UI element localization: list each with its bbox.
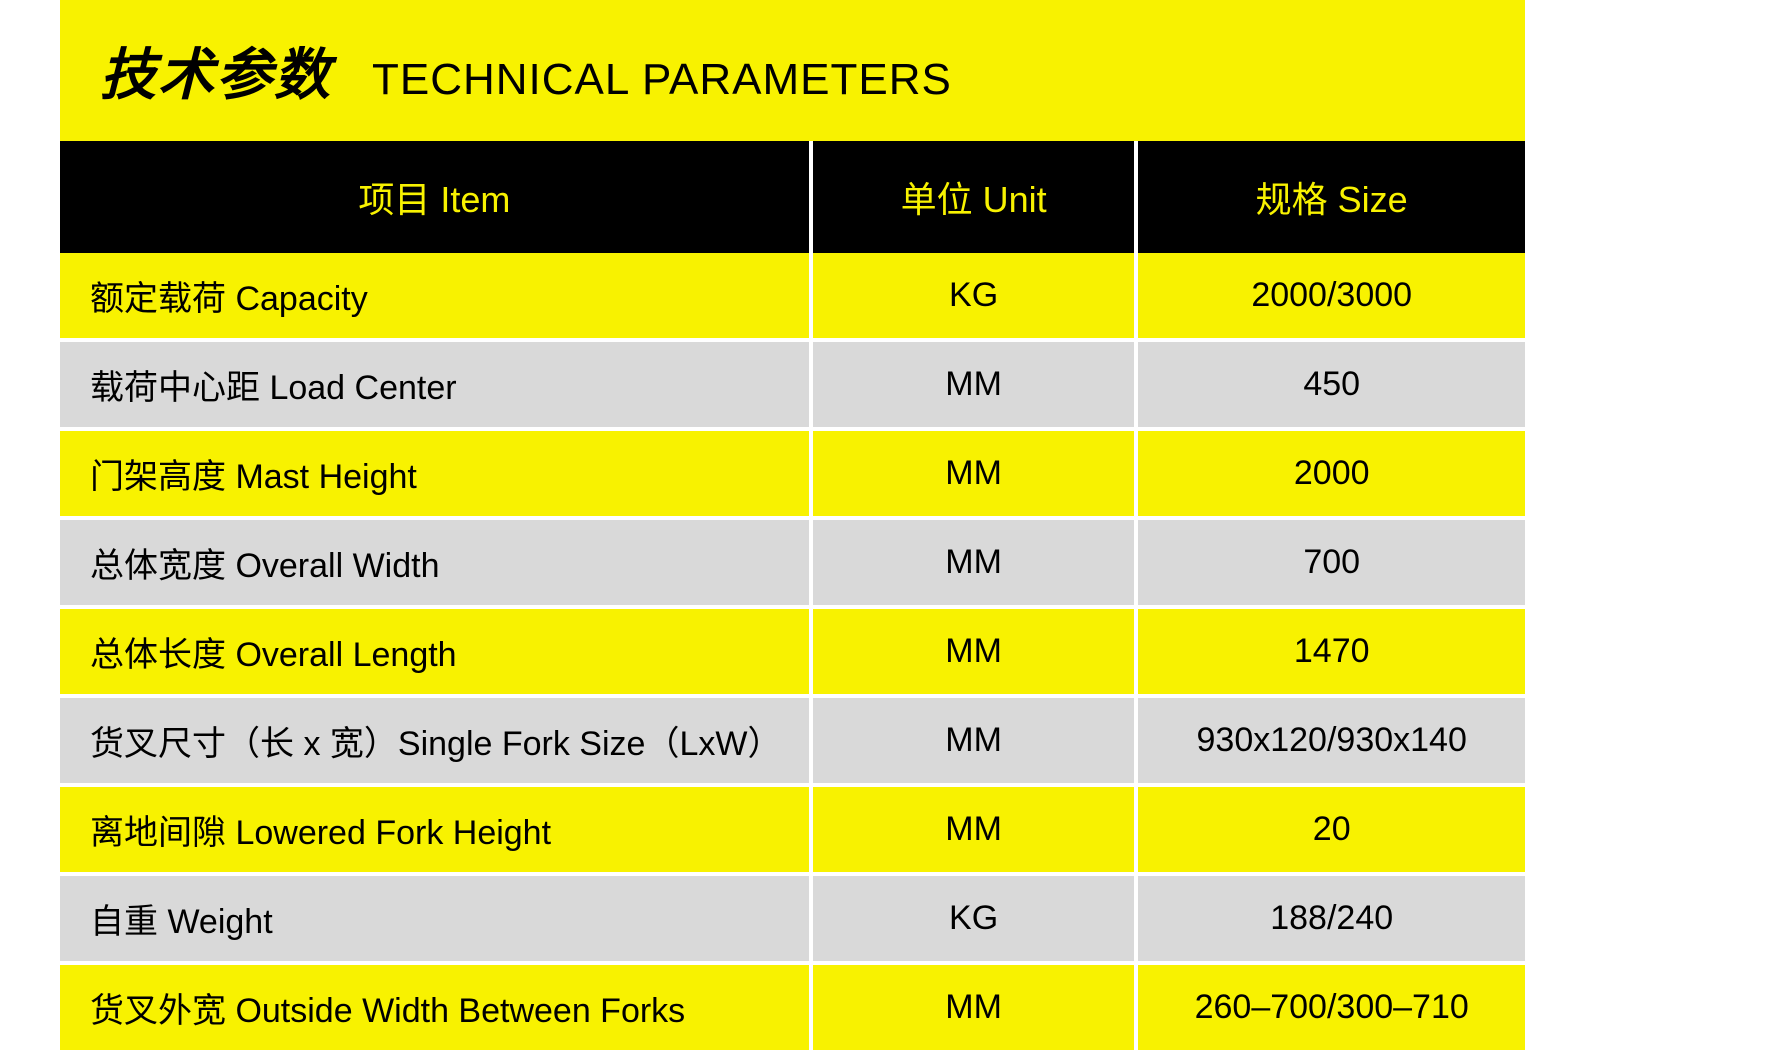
- page-container: 技术参数 TECHNICAL PARAMETERS 项目 Item 单位 Uni…: [0, 0, 1765, 1054]
- table-row: 离地间隙 Lowered Fork Height MM 20: [60, 787, 1525, 876]
- col-header-item: 项目 Item: [60, 141, 813, 253]
- cell-unit: MM: [813, 965, 1139, 1054]
- table-row: 自重 Weight KG 188/240: [60, 876, 1525, 965]
- cell-size: 930x120/930x140: [1138, 698, 1525, 787]
- table-header-row: 项目 Item 单位 Unit 规格 Size: [60, 141, 1525, 253]
- table-row: 总体宽度 Overall Width MM 700: [60, 520, 1525, 609]
- cell-unit: MM: [813, 520, 1139, 609]
- parameters-table: 项目 Item 单位 Unit 规格 Size 额定载荷 Capacity KG…: [60, 141, 1525, 1054]
- table-row: 门架高度 Mast Height MM 2000: [60, 431, 1525, 520]
- cell-item: 离地间隙 Lowered Fork Height: [60, 787, 813, 876]
- cell-unit: MM: [813, 342, 1139, 431]
- table-row: 载荷中心距 Load Center MM 450: [60, 342, 1525, 431]
- table-row: 货叉尺寸（长 x 宽）Single Fork Size（LxW） MM 930x…: [60, 698, 1525, 787]
- col-header-size: 规格 Size: [1138, 141, 1525, 253]
- table-row: 总体长度 Overall Length MM 1470: [60, 609, 1525, 698]
- cell-item: 自重 Weight: [60, 876, 813, 965]
- cell-unit: KG: [813, 876, 1139, 965]
- title-header: 技术参数 TECHNICAL PARAMETERS: [60, 0, 1525, 141]
- cell-unit: MM: [813, 787, 1139, 876]
- cell-size: 450: [1138, 342, 1525, 431]
- title-en: TECHNICAL PARAMETERS: [372, 55, 952, 105]
- cell-item: 货叉外宽 Outside Width Between Forks: [60, 965, 813, 1054]
- cell-unit: MM: [813, 698, 1139, 787]
- cell-item: 总体长度 Overall Length: [60, 609, 813, 698]
- cell-item: 载荷中心距 Load Center: [60, 342, 813, 431]
- cell-size: 260–700/300–710: [1138, 965, 1525, 1054]
- cell-unit: MM: [813, 609, 1139, 698]
- cell-item: 额定载荷 Capacity: [60, 253, 813, 342]
- cell-item: 货叉尺寸（长 x 宽）Single Fork Size（LxW）: [60, 698, 813, 787]
- cell-size: 188/240: [1138, 876, 1525, 965]
- cell-unit: KG: [813, 253, 1139, 342]
- table-row: 额定载荷 Capacity KG 2000/3000: [60, 253, 1525, 342]
- cell-item: 门架高度 Mast Height: [60, 431, 813, 520]
- cell-item: 总体宽度 Overall Width: [60, 520, 813, 609]
- col-header-unit: 单位 Unit: [813, 141, 1139, 253]
- cell-size: 2000: [1138, 431, 1525, 520]
- cell-size: 20: [1138, 787, 1525, 876]
- cell-size: 1470: [1138, 609, 1525, 698]
- cell-unit: MM: [813, 431, 1139, 520]
- title-cn: 技术参数: [100, 30, 332, 111]
- cell-size: 700: [1138, 520, 1525, 609]
- cell-size: 2000/3000: [1138, 253, 1525, 342]
- table-row: 货叉外宽 Outside Width Between Forks MM 260–…: [60, 965, 1525, 1054]
